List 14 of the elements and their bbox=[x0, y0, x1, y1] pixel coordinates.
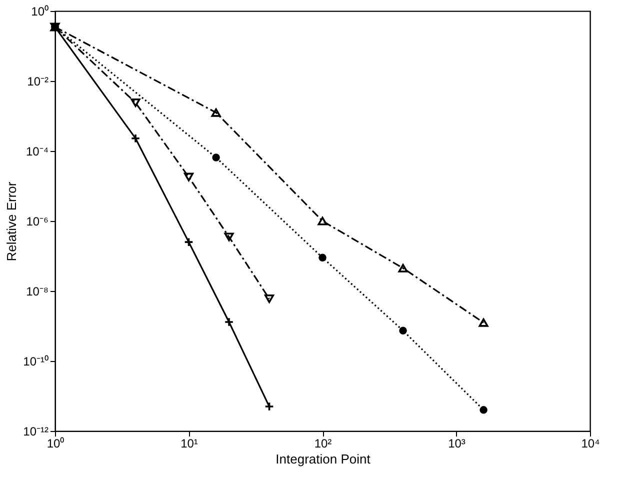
x-tick-label: 10¹ bbox=[180, 436, 198, 450]
x-axis-title: Integration Point bbox=[276, 452, 371, 466]
x-tick-label: 10⁴ bbox=[581, 436, 600, 450]
x-tick-label: 10² bbox=[314, 436, 332, 450]
y-tick-label: 10⁻⁴ bbox=[26, 144, 48, 158]
y-tick-label: 10⁰ bbox=[31, 4, 48, 18]
y-tick-label: 10⁻¹² bbox=[23, 424, 48, 438]
x-tick-label: 10³ bbox=[448, 436, 466, 450]
x-tick-label: 10⁰ bbox=[46, 436, 64, 450]
y-axis-title: Relative Error bbox=[4, 181, 20, 262]
y-tick-label: 10⁻¹⁰ bbox=[23, 354, 48, 368]
y-tick-label: 10⁻⁸ bbox=[26, 284, 48, 298]
y-tick-label: 10⁻⁶ bbox=[26, 214, 49, 228]
y-tick-label: 10⁻² bbox=[27, 74, 49, 88]
